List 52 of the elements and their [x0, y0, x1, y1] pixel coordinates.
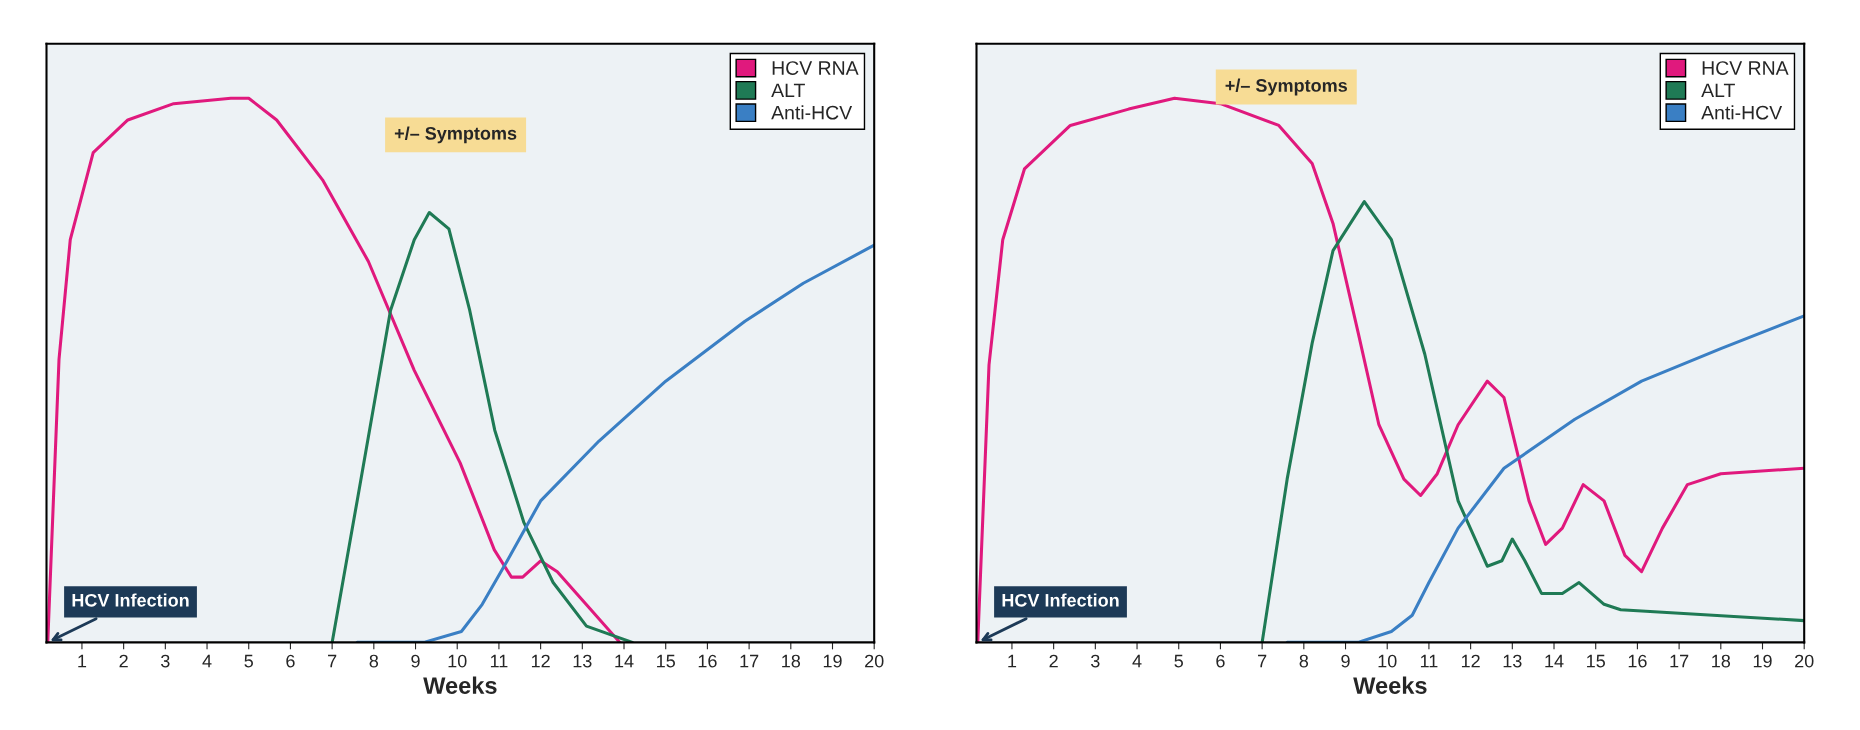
- x-tick-label: 17: [740, 654, 759, 668]
- x-tick-label: 6: [1216, 654, 1225, 668]
- x-tick-label: 5: [1174, 654, 1183, 668]
- x-tick-label: 7: [1258, 654, 1267, 668]
- x-tick-label: 16: [1628, 654, 1647, 668]
- x-tick-label: 3: [161, 654, 170, 668]
- x-tick-label: 1: [78, 654, 87, 668]
- x-tick-label: 11: [1420, 654, 1438, 668]
- x-tick-label: 9: [1341, 654, 1350, 668]
- x-tick-label: 10: [1378, 654, 1397, 668]
- legend-label: ALT: [771, 83, 805, 98]
- x-tick-label: 7: [328, 654, 337, 668]
- x-tick-label: 8: [369, 654, 379, 668]
- legend-label: ALT: [1701, 83, 1735, 98]
- x-tick-label: 6: [286, 654, 295, 668]
- annotation: HCV Infection: [1002, 593, 1119, 607]
- x-axis-title: Weeks: [423, 676, 497, 694]
- x-tick-label: 19: [1753, 654, 1772, 668]
- x-tick-label: 15: [1587, 654, 1605, 668]
- x-tick-label: 2: [1049, 654, 1058, 668]
- legend-label: Anti-HCV: [771, 105, 853, 120]
- x-tick-label: 9: [411, 654, 420, 668]
- x-tick-label: 20: [1795, 654, 1814, 668]
- x-tick-label: 4: [202, 654, 212, 668]
- x-tick-label: 5: [244, 654, 253, 668]
- legend-label: Anti-HCV: [1701, 105, 1783, 120]
- x-tick-label: 19: [823, 654, 842, 668]
- x-tick-label: 12: [1461, 654, 1480, 668]
- x-tick-label: 16: [698, 654, 717, 668]
- x-tick-label: 13: [1503, 654, 1522, 668]
- legend-label: HCV RNA: [1702, 61, 1789, 75]
- x-axis-title: Weeks: [1353, 676, 1427, 694]
- x-tick-label: 14: [615, 654, 634, 668]
- annotation: +/– Symptoms: [394, 126, 517, 144]
- x-tick-label: 14: [1545, 654, 1564, 668]
- x-tick-label: 1: [1008, 654, 1017, 668]
- x-tick-label: 18: [782, 654, 801, 668]
- x-tick-label: 17: [1670, 654, 1689, 668]
- x-tick-label: 10: [448, 654, 467, 668]
- x-tick-label: 8: [1299, 654, 1309, 668]
- x-tick-label: 20: [865, 654, 884, 668]
- legend-label: HCV RNA: [772, 61, 859, 75]
- x-tick-label: 18: [1712, 654, 1731, 668]
- x-tick-label: 13: [573, 654, 592, 668]
- x-tick-label: 3: [1091, 654, 1100, 668]
- x-tick-label: 2: [119, 654, 128, 668]
- x-tick-label: 4: [1132, 654, 1142, 668]
- x-tick-label: 11: [490, 654, 508, 668]
- x-tick-label: 12: [531, 654, 550, 668]
- text: +/– Symptoms: [1225, 78, 1347, 96]
- annotation: HCV Infection: [72, 593, 189, 607]
- x-tick-label: 15: [657, 654, 675, 668]
